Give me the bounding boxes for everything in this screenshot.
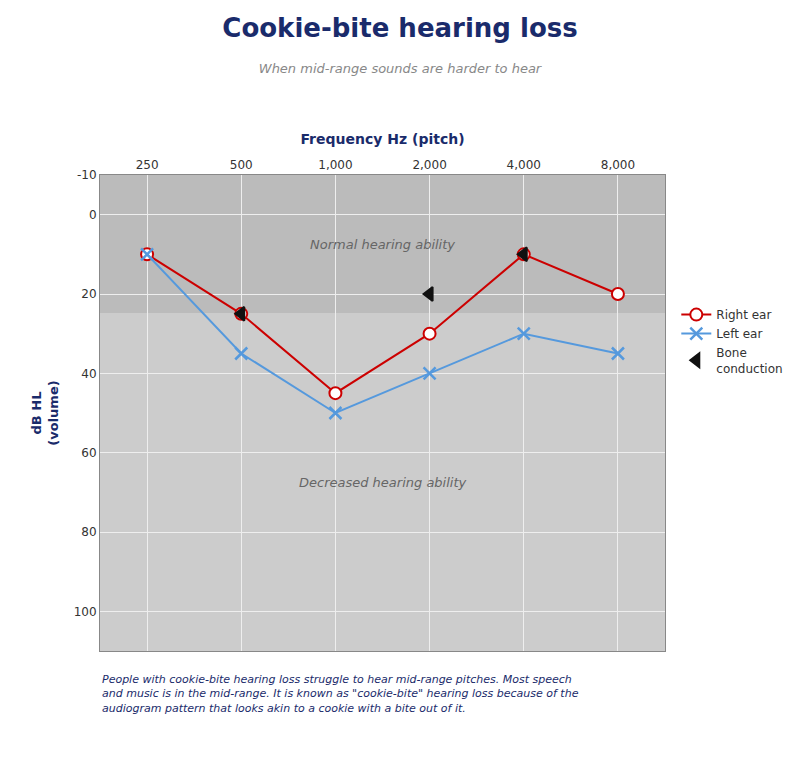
svg-text:20: 20 (81, 287, 96, 301)
svg-text:80: 80 (81, 525, 96, 539)
svg-text:Decreased hearing ability: Decreased hearing ability (299, 475, 467, 490)
svg-text:100: 100 (74, 605, 97, 619)
svg-text:40: 40 (81, 367, 96, 381)
svg-text:Normal hearing ability: Normal hearing ability (310, 237, 455, 252)
svg-text:Cookie-bite hearing loss: Cookie-bite hearing loss (222, 13, 577, 43)
svg-text:2,000: 2,000 (412, 158, 446, 172)
svg-text:Left ear: Left ear (716, 327, 762, 341)
svg-text:People with cookie-bite hearin: People with cookie-bite hearing loss str… (102, 673, 579, 715)
svg-text:-10: -10 (77, 168, 97, 182)
svg-text:0: 0 (89, 208, 97, 222)
svg-text:60: 60 (81, 446, 96, 460)
svg-text:250: 250 (136, 158, 159, 172)
svg-text:4,000: 4,000 (507, 158, 541, 172)
svg-text:When mid-range sounds are hard: When mid-range sounds are harder to hear (259, 61, 543, 76)
svg-text:8,000: 8,000 (601, 158, 635, 172)
svg-text:dB HL(volume): dB HL(volume) (29, 380, 61, 445)
svg-text:Boneconduction: Boneconduction (716, 346, 782, 376)
svg-text:500: 500 (230, 158, 253, 172)
svg-text:Right ear: Right ear (716, 308, 771, 322)
svg-text:Frequency Hz (pitch): Frequency Hz (pitch) (300, 131, 464, 147)
svg-text:1,000: 1,000 (318, 158, 352, 172)
